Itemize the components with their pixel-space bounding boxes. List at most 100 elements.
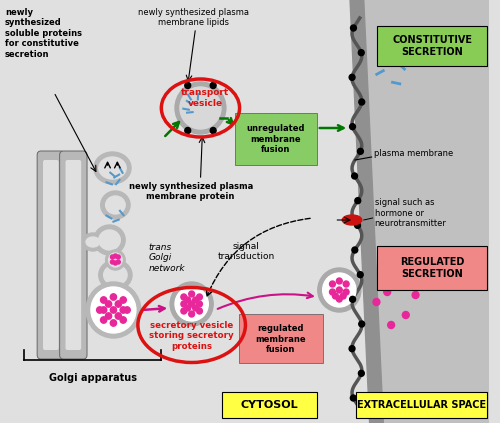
Circle shape xyxy=(91,287,136,333)
FancyBboxPatch shape xyxy=(222,392,317,418)
Circle shape xyxy=(332,293,338,299)
Circle shape xyxy=(110,307,116,313)
Circle shape xyxy=(354,222,360,228)
Circle shape xyxy=(388,321,394,329)
FancyBboxPatch shape xyxy=(378,26,487,66)
Circle shape xyxy=(396,275,402,281)
Ellipse shape xyxy=(342,215,362,225)
Circle shape xyxy=(188,291,194,297)
Circle shape xyxy=(210,82,216,88)
Circle shape xyxy=(181,301,187,307)
Circle shape xyxy=(185,127,190,134)
Text: CYTOSOL: CYTOSOL xyxy=(240,400,298,410)
Text: plasma membrane: plasma membrane xyxy=(374,148,453,157)
Circle shape xyxy=(96,307,103,313)
FancyBboxPatch shape xyxy=(66,160,81,350)
Ellipse shape xyxy=(86,237,100,247)
Circle shape xyxy=(188,311,194,317)
Circle shape xyxy=(352,173,358,179)
FancyBboxPatch shape xyxy=(234,113,317,165)
Circle shape xyxy=(116,255,120,259)
Text: trans
Golgi
network: trans Golgi network xyxy=(148,243,186,273)
Circle shape xyxy=(86,282,141,338)
Circle shape xyxy=(420,277,427,283)
FancyBboxPatch shape xyxy=(238,314,322,363)
Ellipse shape xyxy=(104,265,127,285)
Circle shape xyxy=(359,99,364,105)
Circle shape xyxy=(196,294,202,300)
Ellipse shape xyxy=(106,196,125,214)
Circle shape xyxy=(106,313,112,319)
Circle shape xyxy=(358,148,364,154)
Circle shape xyxy=(106,250,125,270)
FancyBboxPatch shape xyxy=(106,283,122,312)
Circle shape xyxy=(188,301,194,307)
FancyBboxPatch shape xyxy=(60,151,87,359)
Circle shape xyxy=(116,260,120,264)
Circle shape xyxy=(384,288,390,296)
Circle shape xyxy=(336,287,342,293)
Text: unregulated
membrane
fusion: unregulated membrane fusion xyxy=(246,124,305,154)
Text: newly
synthesized
soluble proteins
for constitutive
secretion: newly synthesized soluble proteins for c… xyxy=(5,8,82,59)
Circle shape xyxy=(352,247,358,253)
Circle shape xyxy=(336,278,342,284)
Circle shape xyxy=(412,291,419,299)
Circle shape xyxy=(340,293,346,299)
Circle shape xyxy=(349,74,355,80)
Text: regulated
membrane
fusion: regulated membrane fusion xyxy=(256,324,306,354)
Circle shape xyxy=(185,305,190,311)
Text: CONSTITUTIVE
SECRETION: CONSTITUTIVE SECRETION xyxy=(392,35,472,57)
Circle shape xyxy=(100,317,107,323)
Circle shape xyxy=(358,49,364,56)
Circle shape xyxy=(114,254,117,258)
Circle shape xyxy=(358,272,363,277)
Circle shape xyxy=(181,294,187,300)
Circle shape xyxy=(100,307,107,313)
FancyBboxPatch shape xyxy=(37,151,64,359)
Ellipse shape xyxy=(100,191,130,219)
FancyBboxPatch shape xyxy=(356,392,487,418)
Circle shape xyxy=(343,289,349,295)
Circle shape xyxy=(124,307,130,313)
Circle shape xyxy=(373,299,380,305)
Circle shape xyxy=(358,370,364,376)
Circle shape xyxy=(318,268,361,312)
Ellipse shape xyxy=(82,233,104,251)
Circle shape xyxy=(110,320,116,326)
FancyBboxPatch shape xyxy=(378,246,487,290)
Circle shape xyxy=(192,297,198,303)
Circle shape xyxy=(170,282,213,326)
Circle shape xyxy=(106,301,112,307)
Circle shape xyxy=(350,395,356,401)
Circle shape xyxy=(120,307,126,313)
Circle shape xyxy=(120,297,126,303)
Circle shape xyxy=(343,281,349,287)
Circle shape xyxy=(100,297,107,303)
Circle shape xyxy=(114,261,117,265)
Circle shape xyxy=(181,308,187,314)
Circle shape xyxy=(196,301,202,307)
Ellipse shape xyxy=(99,230,120,250)
Circle shape xyxy=(110,294,116,300)
Circle shape xyxy=(185,82,190,88)
Circle shape xyxy=(110,255,114,259)
Circle shape xyxy=(355,198,360,203)
Ellipse shape xyxy=(99,157,126,179)
Circle shape xyxy=(175,82,226,134)
Text: newly synthesized plasma
membrane lipids: newly synthesized plasma membrane lipids xyxy=(138,8,249,27)
Circle shape xyxy=(322,273,356,307)
Circle shape xyxy=(115,301,121,307)
Circle shape xyxy=(330,289,336,295)
Circle shape xyxy=(115,313,121,319)
Circle shape xyxy=(336,296,342,302)
Circle shape xyxy=(175,287,208,321)
Text: EXTRACELLULAR SPACE: EXTRACELLULAR SPACE xyxy=(357,400,486,410)
Circle shape xyxy=(210,127,216,134)
Circle shape xyxy=(349,346,355,352)
Text: Golgi apparatus: Golgi apparatus xyxy=(49,373,137,383)
Circle shape xyxy=(350,124,356,130)
Circle shape xyxy=(192,305,198,311)
Circle shape xyxy=(185,297,190,303)
Circle shape xyxy=(350,297,356,302)
Circle shape xyxy=(359,321,364,327)
